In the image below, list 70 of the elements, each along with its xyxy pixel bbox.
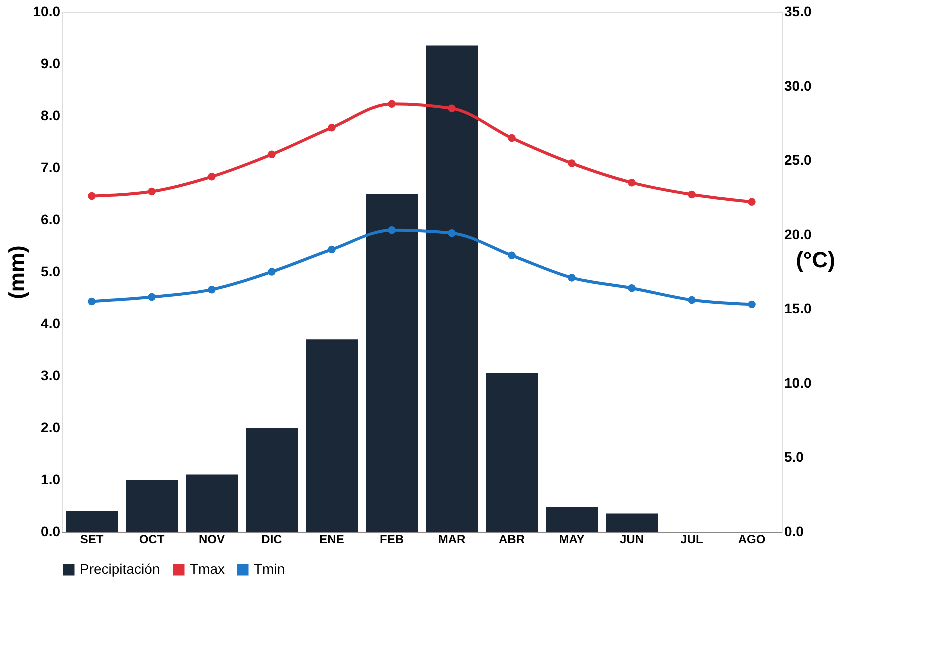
y-tick-label: 7.0 [41,160,61,176]
x-tick-label: ABR [499,532,526,546]
y2-tick-label: 35.0 [784,4,812,20]
legend-label: Precipitación [80,561,160,577]
y-tick-label: 3.0 [41,368,61,384]
y-tick-label: 10.0 [33,4,61,20]
bar [606,514,658,532]
x-tick-label: DIC [262,532,283,546]
y-tick-label: 5.0 [41,264,61,280]
bar [126,480,178,532]
point [448,104,456,112]
point [568,274,576,282]
legend-label: Tmin [254,561,286,577]
y2-tick-label: 30.0 [784,78,812,94]
point [748,198,756,206]
bar [66,511,118,532]
point [688,190,696,199]
point [568,160,576,168]
y-tick-label: 4.0 [41,316,61,332]
point [508,252,516,260]
legend-label: Tmax [190,561,225,577]
x-tick-label: JUL [680,532,704,546]
point [88,192,96,200]
x-tick-label: NOV [198,532,226,546]
point [748,300,756,309]
y-tick-label: 6.0 [41,212,61,228]
y2-axis-title: (°C) [796,248,836,272]
point [448,230,456,238]
x-tick-label: SET [80,532,104,546]
bar [426,46,478,532]
bar [546,508,598,532]
y-tick-label: 1.0 [41,472,61,488]
y-tick-label: 8.0 [41,108,61,124]
x-tick-label: FEB [380,532,404,546]
y-tick-label: 0.0 [41,524,61,540]
point [328,124,336,132]
point [508,134,516,142]
x-tick-label: AGO [738,532,766,546]
point [388,226,396,234]
x-tick-label: MAR [438,532,466,546]
point [208,286,216,294]
y-axis-title: (mm) [4,246,30,300]
y-tick-label: 2.0 [41,420,61,436]
point [688,296,696,304]
point [388,100,396,108]
y2-tick-label: 25.0 [784,152,812,168]
point [268,268,276,276]
point [148,293,156,302]
y2-tick-label: 20.0 [784,226,812,242]
point [88,298,96,306]
point [628,178,636,187]
y2-tick-label: 0.0 [784,524,804,540]
bar [366,194,418,532]
x-tick-label: ENE [320,532,344,546]
y-tick-label: 9.0 [41,56,61,72]
y2-tick-label: 15.0 [784,300,812,317]
point [208,173,216,181]
point [148,188,156,196]
x-tick-label: MAY [559,532,585,546]
y2-tick-label: 5.0 [784,449,804,466]
point [268,150,276,158]
x-tick-label: JUN [620,532,644,546]
y2-tick-label: 10.0 [784,374,812,391]
bar [246,428,298,532]
bar [486,373,538,532]
bar [186,474,238,532]
x-tick-label: OCT [139,532,166,546]
point [328,246,336,254]
bar [306,340,358,532]
point [628,284,636,292]
